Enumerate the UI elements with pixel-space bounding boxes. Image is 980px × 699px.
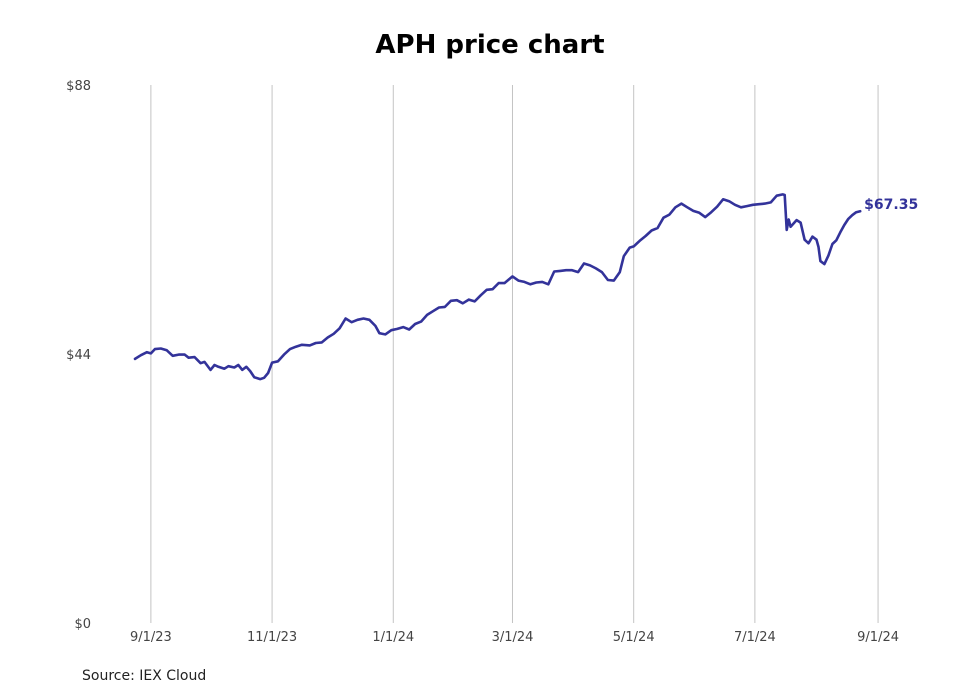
last-price-label: $67.35 [864, 197, 918, 213]
x-tick-label: 7/1/24 [734, 630, 776, 645]
y-tick-label: $44 [66, 348, 91, 363]
source-note: Source: IEX Cloud [82, 668, 207, 684]
y-tick-label: $88 [66, 79, 91, 94]
x-tick-label: 3/1/24 [492, 630, 534, 645]
x-tick-label: 5/1/24 [613, 630, 655, 645]
x-tick-label: 9/1/24 [857, 630, 899, 645]
y-tick-label: $0 [74, 617, 91, 632]
x-tick-label: 9/1/23 [130, 630, 172, 645]
chart-title: APH price chart [375, 30, 605, 60]
price-line [133, 193, 862, 381]
x-tick-label: 1/1/24 [372, 630, 414, 645]
x-tick-label: 11/1/23 [247, 630, 297, 645]
